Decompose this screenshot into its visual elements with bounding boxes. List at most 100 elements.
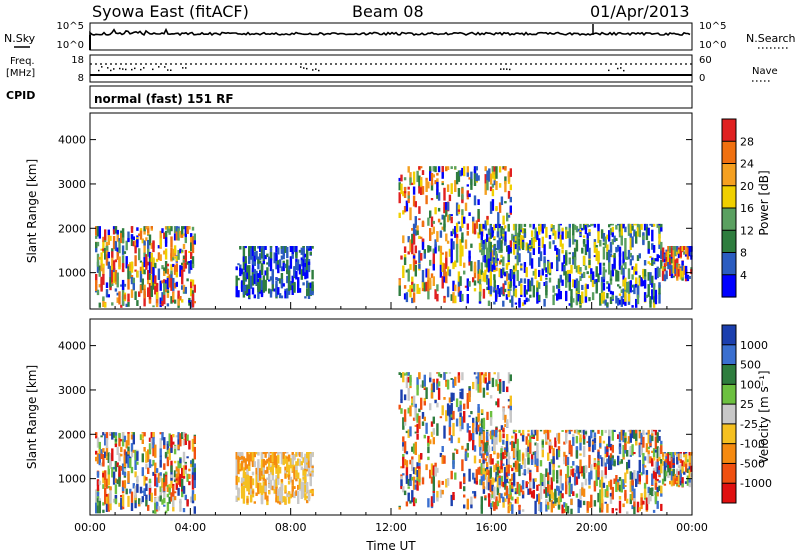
echo-cell	[547, 505, 550, 510]
echo-cell	[629, 471, 632, 480]
echo-cell	[532, 478, 535, 489]
echo-cell	[557, 223, 561, 232]
echo-cell	[235, 452, 238, 460]
echo-cell	[606, 503, 609, 513]
echo-cell	[118, 432, 121, 438]
echo-cell	[477, 232, 480, 239]
echo-cell	[186, 434, 189, 442]
echo-cell	[121, 245, 125, 255]
echo-cell	[412, 497, 416, 507]
echo-cell	[188, 300, 191, 303]
echo-cell	[534, 500, 537, 514]
echo-cell	[677, 452, 681, 454]
echo-cell	[584, 431, 588, 435]
echo-cell	[514, 433, 518, 444]
echo-cell	[472, 422, 475, 433]
echo-cell	[497, 398, 500, 408]
echo-cell	[512, 290, 516, 297]
echo-cell	[118, 502, 121, 507]
echo-cell	[489, 225, 492, 238]
echo-cell	[645, 497, 649, 511]
echo-cell	[132, 241, 135, 247]
echo-cell	[468, 468, 471, 482]
freq-dot	[300, 66, 302, 68]
echo-cell	[624, 277, 627, 290]
echo-cell	[511, 496, 514, 501]
echo-cell	[244, 256, 247, 264]
echo-cell	[468, 212, 471, 216]
echo-cell	[509, 478, 512, 490]
echo-cell	[617, 284, 620, 287]
echo-cell	[448, 414, 452, 427]
echo-cell	[573, 239, 577, 242]
echo-cell	[498, 466, 502, 471]
echo-cell	[536, 429, 539, 441]
echo-cell	[403, 490, 407, 496]
echo-cell	[643, 274, 647, 280]
echo-cell	[175, 263, 178, 272]
echo-cell	[595, 245, 598, 248]
echo-cell	[651, 289, 654, 300]
echo-cell	[107, 294, 110, 298]
echo-cell	[559, 234, 562, 247]
echo-cell	[143, 257, 146, 268]
echo-cell	[507, 223, 510, 232]
echo-cell	[604, 489, 607, 498]
echo-cell	[491, 429, 494, 436]
echo-cell	[246, 481, 249, 490]
echo-cell	[489, 201, 493, 214]
echo-cell	[568, 482, 571, 496]
echo-cell	[259, 468, 262, 481]
echo-cell	[161, 292, 164, 303]
echo-cell	[556, 479, 559, 484]
echo-cell	[486, 216, 489, 226]
echo-cell	[293, 454, 296, 461]
echo-cell	[525, 481, 528, 488]
echo-cell	[425, 195, 428, 205]
echo-cell	[642, 429, 645, 436]
echo-cell	[656, 467, 659, 474]
echo-cell	[152, 305, 155, 308]
nsearch-tick-bottom: 10^0	[699, 40, 726, 51]
date-title: 01/Apr/2013	[590, 2, 690, 21]
echo-cell	[563, 502, 566, 508]
echo-cell	[581, 487, 584, 496]
echo-cell	[251, 471, 255, 476]
echo-cell	[674, 259, 677, 269]
echo-cell	[102, 248, 105, 252]
echo-cell	[599, 497, 602, 508]
echo-cell	[237, 263, 240, 266]
echo-cell	[604, 453, 607, 458]
echo-cell	[307, 294, 311, 299]
echo-cell	[511, 504, 514, 514]
echo-cell	[647, 261, 650, 264]
echo-cell	[242, 258, 246, 271]
echo-cell	[606, 281, 609, 285]
echo-cell	[262, 246, 265, 248]
echo-cell	[235, 484, 238, 490]
echo-cell	[488, 288, 491, 294]
echo-cell	[248, 481, 251, 491]
echo-cell	[516, 481, 519, 494]
colorbar-swatch	[722, 141, 736, 165]
echo-cell	[626, 441, 629, 444]
echo-cell	[597, 429, 600, 434]
echo-cell	[439, 264, 443, 278]
echo-cell	[660, 260, 663, 269]
echo-cell	[405, 466, 409, 479]
echo-cell	[125, 303, 128, 307]
echo-cell	[488, 494, 491, 507]
echo-cell	[597, 251, 600, 265]
echo-cell	[661, 266, 665, 271]
echo-cell	[663, 266, 667, 269]
echo-cell	[482, 223, 485, 229]
echo-cell	[482, 240, 485, 244]
echo-cell	[552, 464, 555, 475]
echo-cell	[470, 433, 473, 441]
echo-cell	[193, 463, 196, 471]
echo-cell	[152, 435, 155, 449]
echo-cell	[454, 472, 457, 480]
echo-cell	[570, 289, 573, 303]
echo-cell	[179, 248, 182, 254]
echo-cell	[416, 423, 419, 434]
